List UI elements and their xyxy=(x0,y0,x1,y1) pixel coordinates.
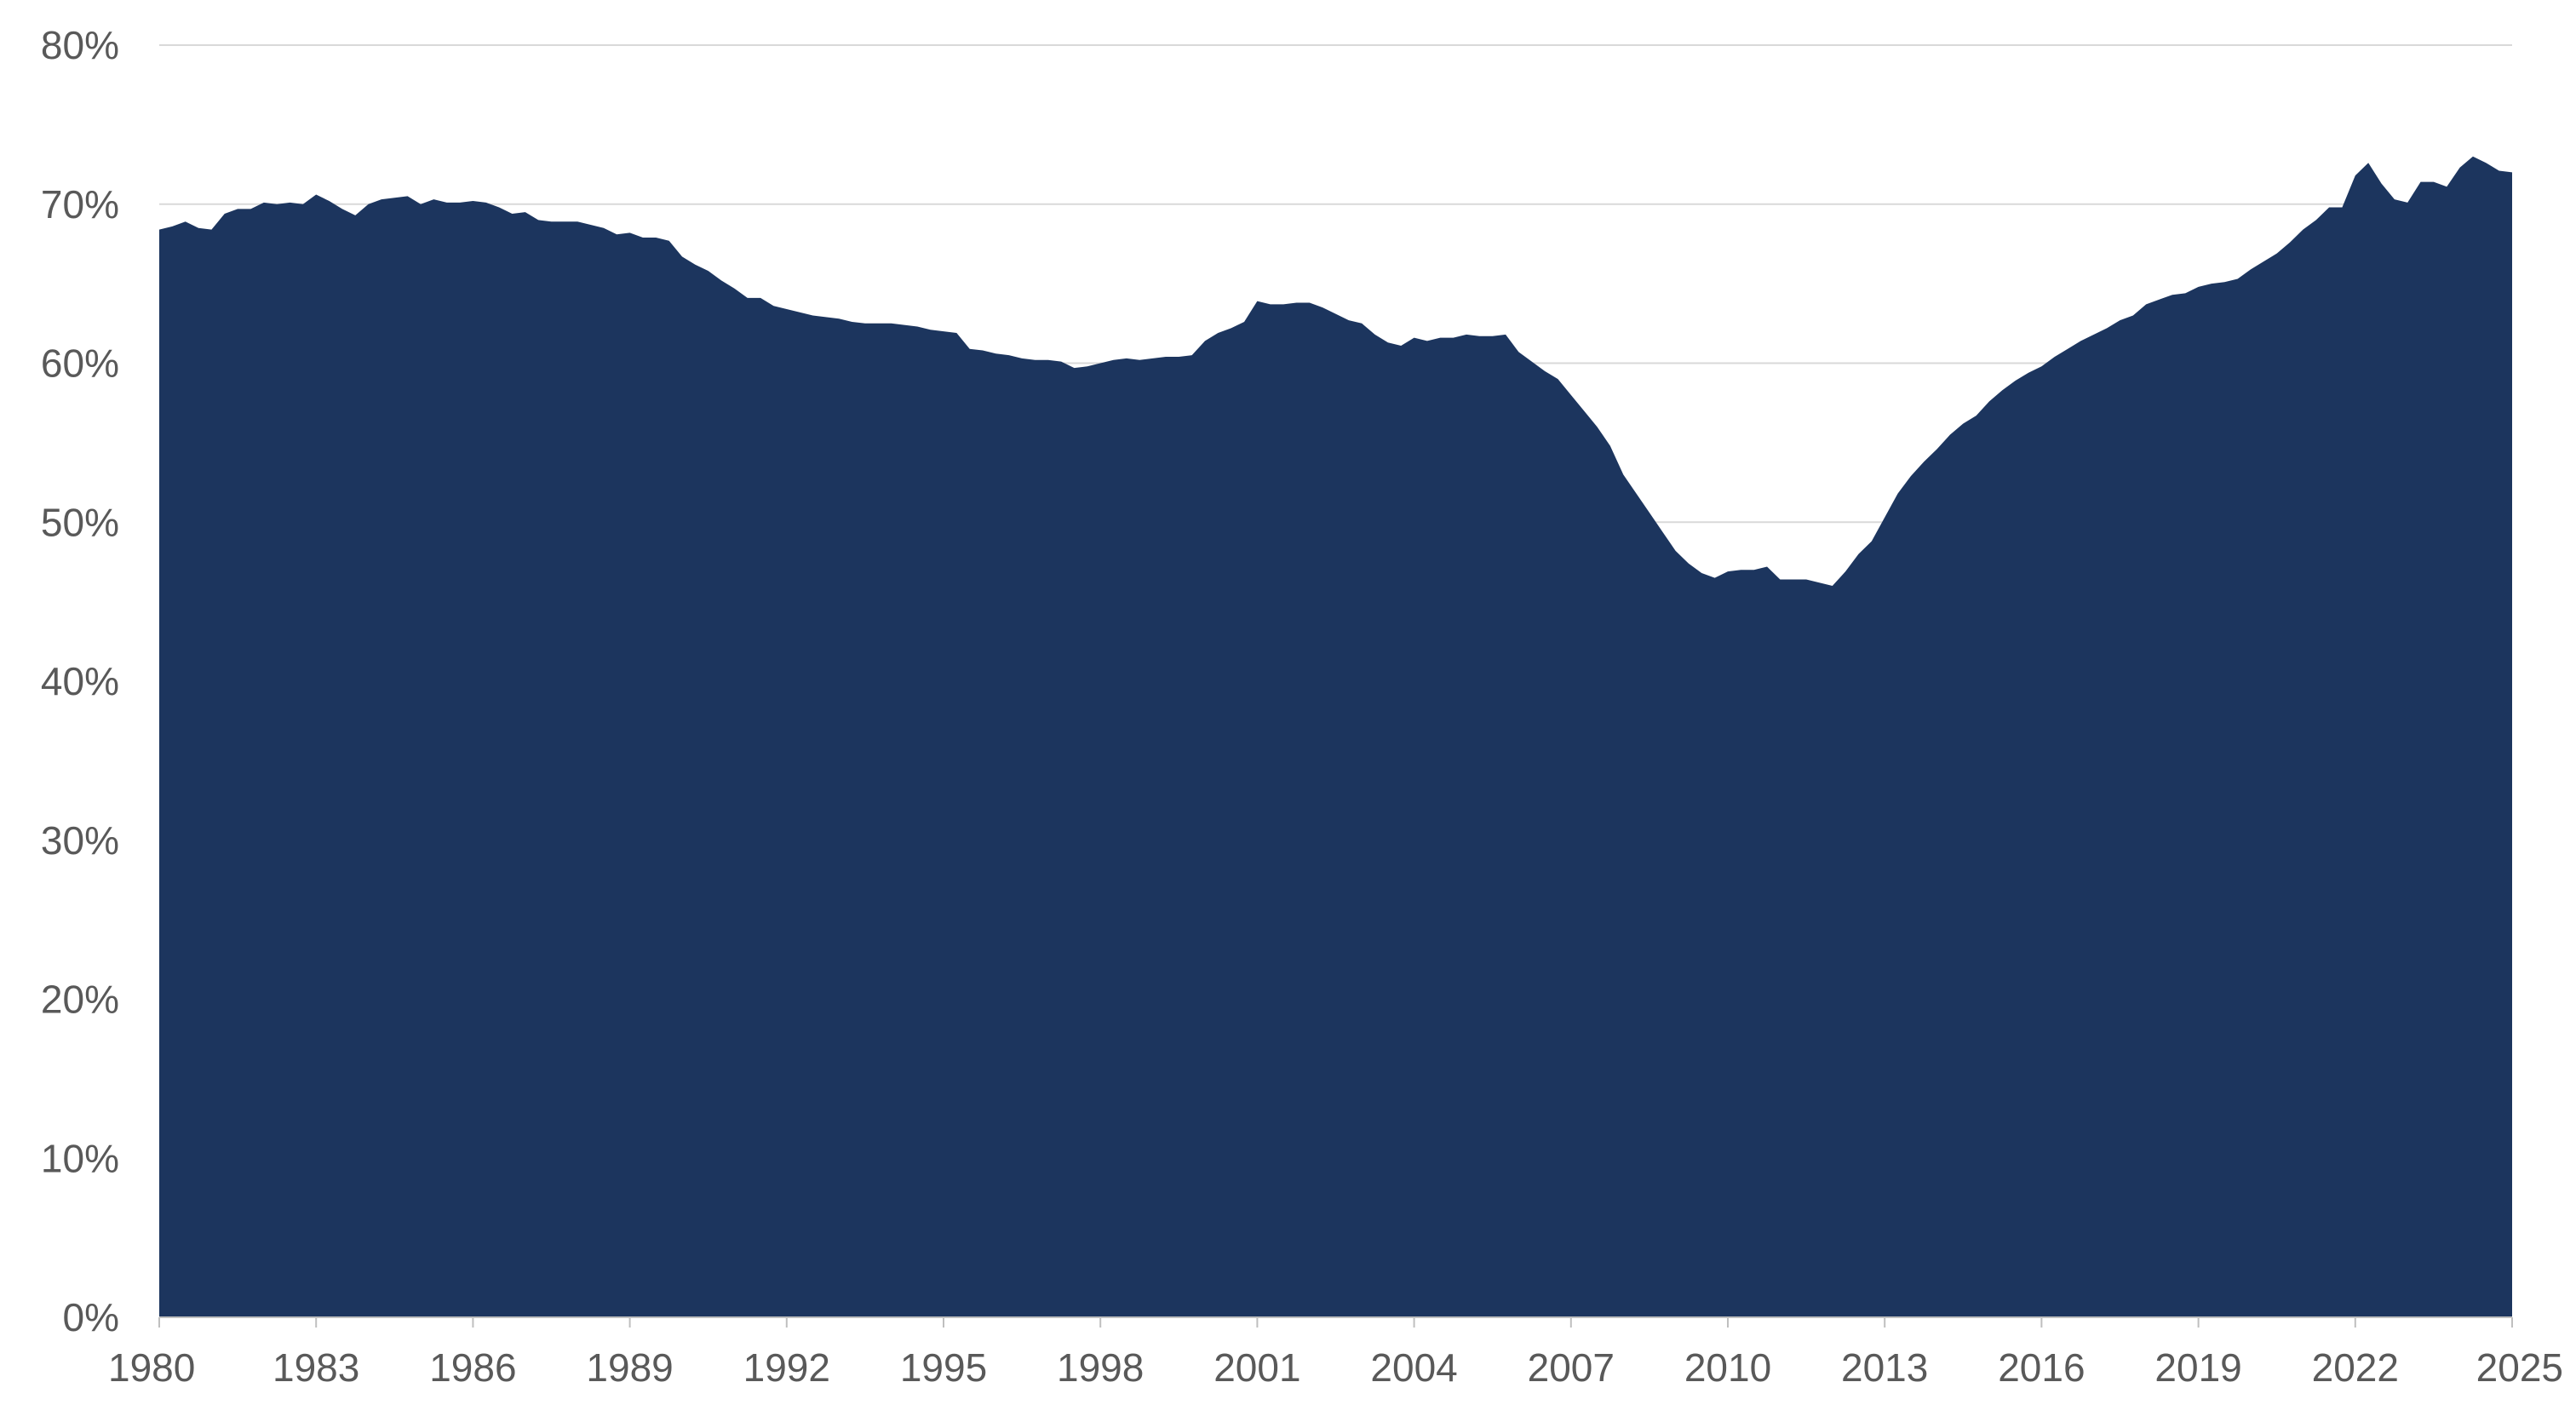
y-tick-label: 60% xyxy=(41,341,119,386)
x-tick-label: 2019 xyxy=(2154,1345,2241,1390)
y-tick-label: 50% xyxy=(41,500,119,544)
y-tick-label: 0% xyxy=(63,1295,119,1339)
x-tick-label: 1998 xyxy=(1057,1345,1144,1390)
y-tick-label: 10% xyxy=(41,1136,119,1180)
x-tick-label: 2016 xyxy=(1998,1345,2085,1390)
x-axis-tick-labels: 1980 1983 1986 1989 1992 1995 1998 2001 2004 2007… xyxy=(108,1345,2563,1390)
x-tick-label: 1995 xyxy=(900,1345,987,1390)
x-tick-label: 1980 xyxy=(108,1345,195,1390)
x-tick-label: 1983 xyxy=(273,1345,359,1390)
y-tick-label: 20% xyxy=(41,978,119,1022)
x-tick-label: 2025 xyxy=(2476,1345,2563,1390)
y-axis-tick-labels: 0% 10% 20% 30% 40% 50% 60% 70% 80% xyxy=(41,23,119,1339)
y-tick-label: 80% xyxy=(41,23,119,67)
y-tick-label: 30% xyxy=(41,818,119,863)
x-tick-label: 2010 xyxy=(1684,1345,1771,1390)
x-tick-label: 1992 xyxy=(743,1345,830,1390)
x-tick-label: 2001 xyxy=(1213,1345,1300,1390)
x-tick-label: 2013 xyxy=(1841,1345,1928,1390)
x-axis xyxy=(158,1316,2513,1328)
y-tick-label: 40% xyxy=(41,659,119,703)
x-tick-label: 1986 xyxy=(429,1345,516,1390)
x-tick-label: 2022 xyxy=(2312,1345,2399,1390)
plot-area xyxy=(159,156,2512,1318)
y-tick-label: 70% xyxy=(41,182,119,227)
area-series xyxy=(159,156,2512,1318)
x-tick-label: 2004 xyxy=(1370,1345,1457,1390)
x-tick-label: 1989 xyxy=(586,1345,673,1390)
x-tick-label: 2007 xyxy=(1528,1345,1615,1390)
